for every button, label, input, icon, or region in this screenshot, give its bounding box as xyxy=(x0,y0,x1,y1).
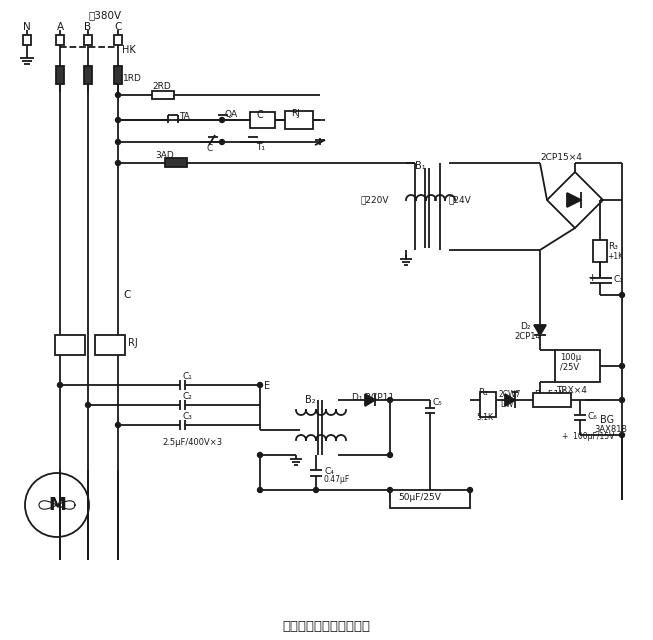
Text: ～380V: ～380V xyxy=(88,10,121,20)
Text: +1K: +1K xyxy=(607,252,623,261)
Circle shape xyxy=(468,488,473,493)
Bar xyxy=(250,112,275,128)
Text: 2.5μF/400V×3: 2.5μF/400V×3 xyxy=(162,438,222,447)
Text: R₃: R₃ xyxy=(608,242,618,251)
Text: ～220V: ～220V xyxy=(360,195,389,204)
Text: M: M xyxy=(48,496,66,514)
Text: C₅: C₅ xyxy=(432,398,442,407)
Bar xyxy=(114,35,122,45)
Text: C₃: C₃ xyxy=(182,412,192,421)
Text: BG: BG xyxy=(600,415,614,425)
Text: 零序电压电动机断相保护: 零序电压电动机断相保护 xyxy=(282,620,370,633)
Circle shape xyxy=(257,488,263,493)
Text: 3AX818: 3AX818 xyxy=(594,425,627,434)
Bar xyxy=(390,490,470,508)
Circle shape xyxy=(387,397,392,403)
Bar xyxy=(533,393,571,407)
Bar xyxy=(84,35,92,45)
Text: T₁: T₁ xyxy=(256,143,265,152)
Bar xyxy=(593,240,607,262)
Circle shape xyxy=(620,433,624,438)
Text: +: + xyxy=(588,273,597,283)
Text: D₁ 2CP11: D₁ 2CP11 xyxy=(352,393,394,402)
Text: 100μ: 100μ xyxy=(560,353,581,362)
Text: C: C xyxy=(123,290,131,300)
Circle shape xyxy=(219,140,225,145)
Text: 2CW7: 2CW7 xyxy=(498,390,520,399)
Polygon shape xyxy=(365,394,375,406)
Circle shape xyxy=(620,364,624,369)
Circle shape xyxy=(116,422,121,428)
Text: 1RD: 1RD xyxy=(123,74,142,83)
Circle shape xyxy=(620,397,624,403)
Text: A: A xyxy=(56,22,63,32)
Circle shape xyxy=(219,118,225,122)
Circle shape xyxy=(116,140,121,145)
Text: RJ: RJ xyxy=(128,338,138,348)
Circle shape xyxy=(387,452,392,458)
Text: 2CP15×4: 2CP15×4 xyxy=(540,153,582,162)
Text: 5.1K: 5.1K xyxy=(476,413,493,422)
Circle shape xyxy=(86,403,91,408)
Bar xyxy=(555,350,600,382)
Text: B₁: B₁ xyxy=(415,161,426,171)
Circle shape xyxy=(313,488,319,493)
Text: /25V: /25V xyxy=(560,362,579,371)
Text: B: B xyxy=(84,22,91,32)
Circle shape xyxy=(116,161,121,166)
Text: C₁: C₁ xyxy=(614,275,624,284)
Bar xyxy=(56,66,64,84)
Text: 3AD: 3AD xyxy=(155,151,174,160)
Text: 2CP14: 2CP14 xyxy=(514,332,541,341)
Text: C: C xyxy=(256,110,263,120)
Bar xyxy=(114,66,122,84)
Bar xyxy=(285,111,313,129)
Text: N: N xyxy=(23,22,31,32)
Text: DW: DW xyxy=(500,400,513,409)
Bar xyxy=(95,335,125,355)
Bar xyxy=(152,91,174,99)
Bar xyxy=(56,35,64,45)
Circle shape xyxy=(257,452,263,458)
Text: C₂: C₂ xyxy=(182,392,192,401)
Text: TRX×4: TRX×4 xyxy=(556,386,587,395)
Circle shape xyxy=(116,93,121,97)
Text: C: C xyxy=(206,144,212,153)
Circle shape xyxy=(116,118,121,122)
Text: C: C xyxy=(114,22,121,32)
Text: +  100μF/15V: + 100μF/15V xyxy=(562,432,614,441)
Text: 50μF/25V: 50μF/25V xyxy=(398,493,441,502)
Text: B₂: B₂ xyxy=(305,395,315,405)
Text: TA: TA xyxy=(179,112,190,121)
Polygon shape xyxy=(505,394,515,406)
Text: R₂ 51K: R₂ 51K xyxy=(535,390,565,399)
Circle shape xyxy=(620,292,624,298)
Bar xyxy=(165,158,187,167)
Circle shape xyxy=(387,488,392,493)
Polygon shape xyxy=(567,193,581,207)
Text: 0.47μF: 0.47μF xyxy=(323,475,349,484)
Text: D₂: D₂ xyxy=(520,322,530,331)
Text: C₁: C₁ xyxy=(182,372,192,381)
Bar xyxy=(23,35,31,45)
Text: ～24V: ～24V xyxy=(448,195,471,204)
Text: RJ: RJ xyxy=(291,109,300,118)
Bar xyxy=(55,335,85,355)
Text: E: E xyxy=(264,381,270,391)
Circle shape xyxy=(257,383,263,387)
Text: C₆: C₆ xyxy=(588,412,598,421)
Text: 2RD: 2RD xyxy=(152,82,170,91)
Polygon shape xyxy=(534,325,546,335)
Text: HK: HK xyxy=(122,45,136,55)
Text: C₄: C₄ xyxy=(324,467,334,476)
Text: QA: QA xyxy=(224,110,237,119)
Bar xyxy=(480,392,496,417)
Text: R₁: R₁ xyxy=(478,388,488,397)
Circle shape xyxy=(57,383,63,387)
Bar xyxy=(84,66,92,84)
